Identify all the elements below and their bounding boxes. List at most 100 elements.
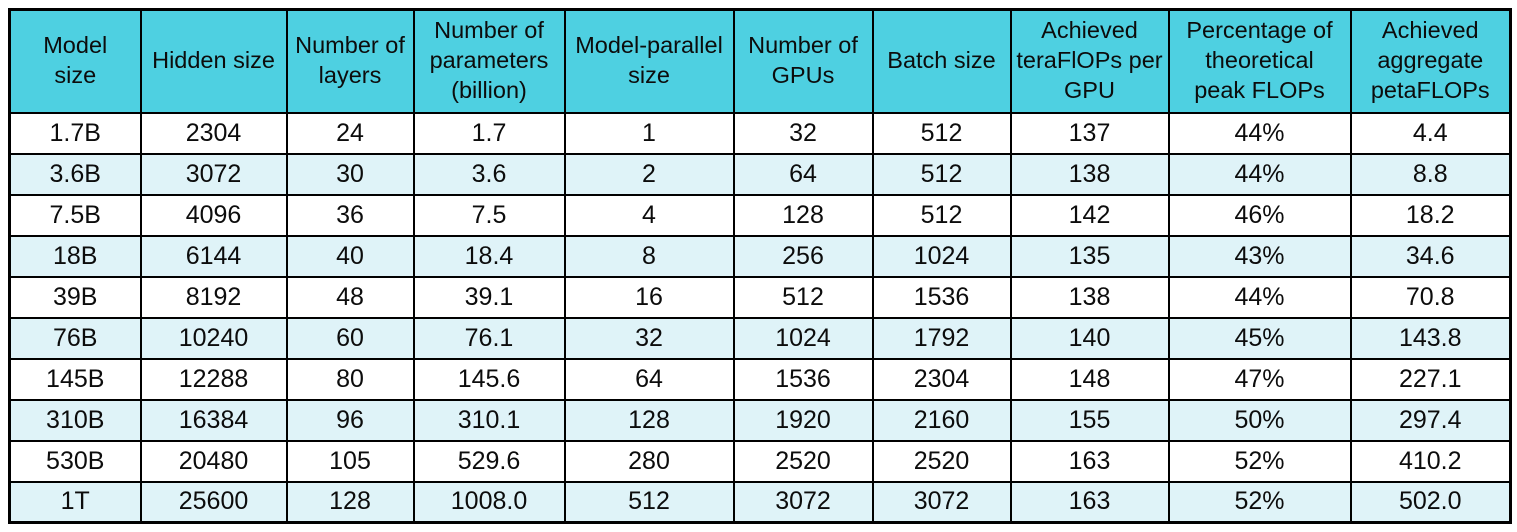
cell-hidden-size: 3072	[139, 152, 288, 196]
cell-model-parallel-size: 16	[563, 275, 735, 319]
cell-model-parallel-size: 32	[563, 316, 735, 360]
table-row-7.5b: 7.5B 4096 36 7.5 4 128 512 142 46% 18.2	[8, 193, 1512, 237]
cell-batch-size: 1024	[871, 234, 1012, 278]
cell-batch-size: 512	[871, 193, 1012, 237]
cell-hidden-size: 6144	[139, 234, 288, 278]
cell-batch-size: 1792	[871, 316, 1012, 360]
table-header: Model size Hidden size Number of layers …	[8, 8, 1512, 114]
cell-num-gpus: 32	[732, 111, 874, 155]
cell-teraflops-per-gpu: 155	[1009, 398, 1170, 442]
cell-teraflops-per-gpu: 140	[1009, 316, 1170, 360]
cell-percent-peak-flops: 52%	[1167, 480, 1352, 524]
cell-model-parallel-size: 4	[563, 193, 735, 237]
cell-aggregate-petaflops: 34.6	[1349, 234, 1512, 278]
model-scaling-table: Model size Hidden size Number of layers …	[8, 8, 1512, 524]
cell-num-layers: 48	[285, 275, 415, 319]
cell-batch-size: 512	[871, 111, 1012, 155]
cell-batch-size: 3072	[871, 480, 1012, 524]
cell-model-parallel-size: 64	[563, 357, 735, 401]
cell-batch-size: 512	[871, 152, 1012, 196]
column-header-number-of-layers: Number of layers	[285, 8, 415, 114]
cell-teraflops-per-gpu: 163	[1009, 480, 1170, 524]
cell-num-layers: 24	[285, 111, 415, 155]
cell-model-size: 39B	[8, 275, 142, 319]
table-row-39b: 39B 8192 48 39.1 16 512 1536 138 44% 70.…	[8, 275, 1512, 319]
table-row-18b: 18B 6144 40 18.4 8 256 1024 135 43% 34.6	[8, 234, 1512, 278]
cell-aggregate-petaflops: 8.8	[1349, 152, 1512, 196]
cell-num-gpus: 3072	[732, 480, 874, 524]
cell-num-layers: 96	[285, 398, 415, 442]
cell-model-parallel-size: 128	[563, 398, 735, 442]
cell-hidden-size: 10240	[139, 316, 288, 360]
cell-model-size: 76B	[8, 316, 142, 360]
cell-aggregate-petaflops: 4.4	[1349, 111, 1512, 155]
cell-teraflops-per-gpu: 148	[1009, 357, 1170, 401]
cell-num-gpus: 64	[732, 152, 874, 196]
cell-percent-peak-flops: 46%	[1167, 193, 1352, 237]
cell-hidden-size: 20480	[139, 439, 288, 483]
cell-num-parameters: 1008.0	[412, 480, 566, 524]
table-body: 1.7B 2304 24 1.7 1 32 512 137 44% 4.4 3.…	[8, 111, 1512, 524]
cell-aggregate-petaflops: 297.4	[1349, 398, 1512, 442]
cell-percent-peak-flops: 47%	[1167, 357, 1352, 401]
cell-num-parameters: 1.7	[412, 111, 566, 155]
cell-num-layers: 80	[285, 357, 415, 401]
cell-model-parallel-size: 1	[563, 111, 735, 155]
cell-num-parameters: 7.5	[412, 193, 566, 237]
cell-num-layers: 36	[285, 193, 415, 237]
cell-batch-size: 1536	[871, 275, 1012, 319]
cell-aggregate-petaflops: 18.2	[1349, 193, 1512, 237]
cell-num-gpus: 1536	[732, 357, 874, 401]
column-header-achieved-teraflops-per-gpu: Achieved teraFlOPs per GPU	[1009, 8, 1170, 114]
cell-num-gpus: 2520	[732, 439, 874, 483]
cell-aggregate-petaflops: 410.2	[1349, 439, 1512, 483]
cell-model-size: 310B	[8, 398, 142, 442]
cell-aggregate-petaflops: 70.8	[1349, 275, 1512, 319]
cell-percent-peak-flops: 50%	[1167, 398, 1352, 442]
table-row-76b: 76B 10240 60 76.1 32 1024 1792 140 45% 1…	[8, 316, 1512, 360]
cell-num-parameters: 3.6	[412, 152, 566, 196]
cell-num-gpus: 1024	[732, 316, 874, 360]
cell-num-layers: 60	[285, 316, 415, 360]
cell-num-parameters: 529.6	[412, 439, 566, 483]
cell-hidden-size: 2304	[139, 111, 288, 155]
cell-percent-peak-flops: 52%	[1167, 439, 1352, 483]
header-row: Model size Hidden size Number of layers …	[8, 8, 1512, 114]
cell-percent-peak-flops: 43%	[1167, 234, 1352, 278]
cell-hidden-size: 25600	[139, 480, 288, 524]
table-row-1t: 1T 25600 128 1008.0 512 3072 3072 163 52…	[8, 480, 1512, 524]
model-scaling-table-container: Model size Hidden size Number of layers …	[8, 8, 1512, 524]
cell-aggregate-petaflops: 502.0	[1349, 480, 1512, 524]
table-row-3.6b: 3.6B 3072 30 3.6 2 64 512 138 44% 8.8	[8, 152, 1512, 196]
table-row-310b: 310B 16384 96 310.1 128 1920 2160 155 50…	[8, 398, 1512, 442]
cell-teraflops-per-gpu: 138	[1009, 152, 1170, 196]
cell-model-parallel-size: 8	[563, 234, 735, 278]
column-header-number-of-parameters: Number of parameters (billion)	[412, 8, 566, 114]
cell-num-gpus: 128	[732, 193, 874, 237]
cell-num-gpus: 512	[732, 275, 874, 319]
cell-batch-size: 2160	[871, 398, 1012, 442]
cell-percent-peak-flops: 44%	[1167, 111, 1352, 155]
cell-aggregate-petaflops: 143.8	[1349, 316, 1512, 360]
cell-model-parallel-size: 2	[563, 152, 735, 196]
cell-teraflops-per-gpu: 138	[1009, 275, 1170, 319]
cell-model-size: 1T	[8, 480, 142, 524]
cell-num-parameters: 39.1	[412, 275, 566, 319]
cell-num-parameters: 18.4	[412, 234, 566, 278]
column-header-percentage-theoretical-peak-flops: Percentage of theoretical peak FLOPs	[1167, 8, 1352, 114]
cell-aggregate-petaflops: 227.1	[1349, 357, 1512, 401]
cell-model-parallel-size: 512	[563, 480, 735, 524]
cell-batch-size: 2520	[871, 439, 1012, 483]
table-row-145b: 145B 12288 80 145.6 64 1536 2304 148 47%…	[8, 357, 1512, 401]
cell-teraflops-per-gpu: 163	[1009, 439, 1170, 483]
table-row-530b: 530B 20480 105 529.6 280 2520 2520 163 5…	[8, 439, 1512, 483]
column-header-hidden-size: Hidden size	[139, 8, 288, 114]
cell-num-gpus: 256	[732, 234, 874, 278]
cell-num-layers: 128	[285, 480, 415, 524]
cell-percent-peak-flops: 44%	[1167, 275, 1352, 319]
cell-num-parameters: 310.1	[412, 398, 566, 442]
column-header-achieved-aggregate-petaflops: Achieved aggregate petaFLOPs	[1349, 8, 1512, 114]
cell-hidden-size: 12288	[139, 357, 288, 401]
cell-model-size: 145B	[8, 357, 142, 401]
cell-num-layers: 30	[285, 152, 415, 196]
